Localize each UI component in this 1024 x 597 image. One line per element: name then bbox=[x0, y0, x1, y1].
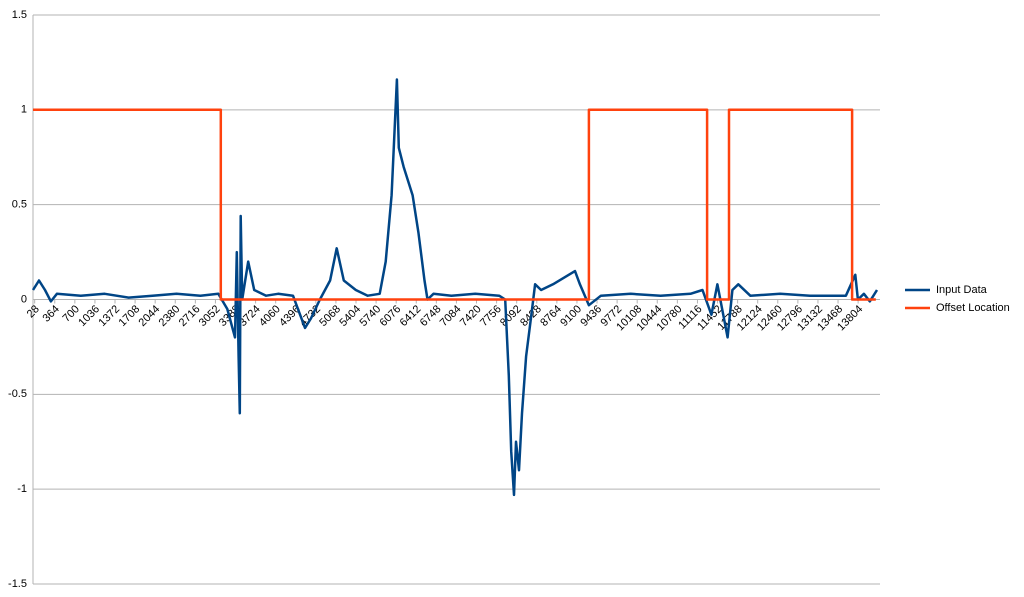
series-line bbox=[33, 108, 876, 301]
y-tick-label: -0.5 bbox=[8, 388, 27, 400]
y-tick-label: -1.5 bbox=[8, 578, 27, 590]
x-tick-label: 6412 bbox=[398, 303, 424, 329]
x-tick-label: 4060 bbox=[257, 303, 283, 329]
series-line bbox=[31, 78, 879, 497]
x-tick-label: 8092 bbox=[498, 303, 524, 329]
x-tick-label: 4396 bbox=[277, 303, 303, 329]
x-tick-label: 3052 bbox=[197, 303, 223, 329]
x-tick-label: 1372 bbox=[96, 303, 122, 329]
x-tick-label: 2044 bbox=[137, 303, 163, 329]
x-tick-label: 28 bbox=[25, 303, 42, 320]
y-tick-label: 1.5 bbox=[12, 9, 27, 21]
legend-label: Input Data bbox=[936, 284, 988, 296]
x-tick-label: 364 bbox=[40, 303, 61, 324]
x-tick-label: 6076 bbox=[378, 303, 404, 329]
x-tick-label: 9436 bbox=[578, 303, 604, 329]
x-tick-label: 2380 bbox=[157, 303, 183, 329]
legend-label: Offset Location bbox=[936, 302, 1010, 314]
x-tick-label: 5740 bbox=[357, 303, 383, 329]
x-tick-label: 1708 bbox=[116, 303, 142, 329]
x-tick-label: 8764 bbox=[538, 303, 564, 329]
x-tick-label: 6748 bbox=[418, 303, 444, 329]
x-tick-label: 5068 bbox=[317, 303, 343, 329]
y-tick-label: 1 bbox=[21, 104, 27, 116]
y-tick-label: 0 bbox=[21, 293, 27, 305]
x-tick-label: 7084 bbox=[438, 303, 464, 329]
x-tick-label: 9100 bbox=[558, 303, 584, 329]
y-tick-label: -1 bbox=[17, 483, 27, 495]
x-tick-label: 1036 bbox=[76, 303, 102, 329]
x-tick-label: 5404 bbox=[337, 303, 363, 329]
x-tick-label: 7420 bbox=[458, 303, 484, 329]
x-tick-label: 2716 bbox=[177, 303, 203, 329]
y-tick-label: 0.5 bbox=[12, 199, 27, 211]
x-tick-label: 7756 bbox=[478, 303, 504, 329]
